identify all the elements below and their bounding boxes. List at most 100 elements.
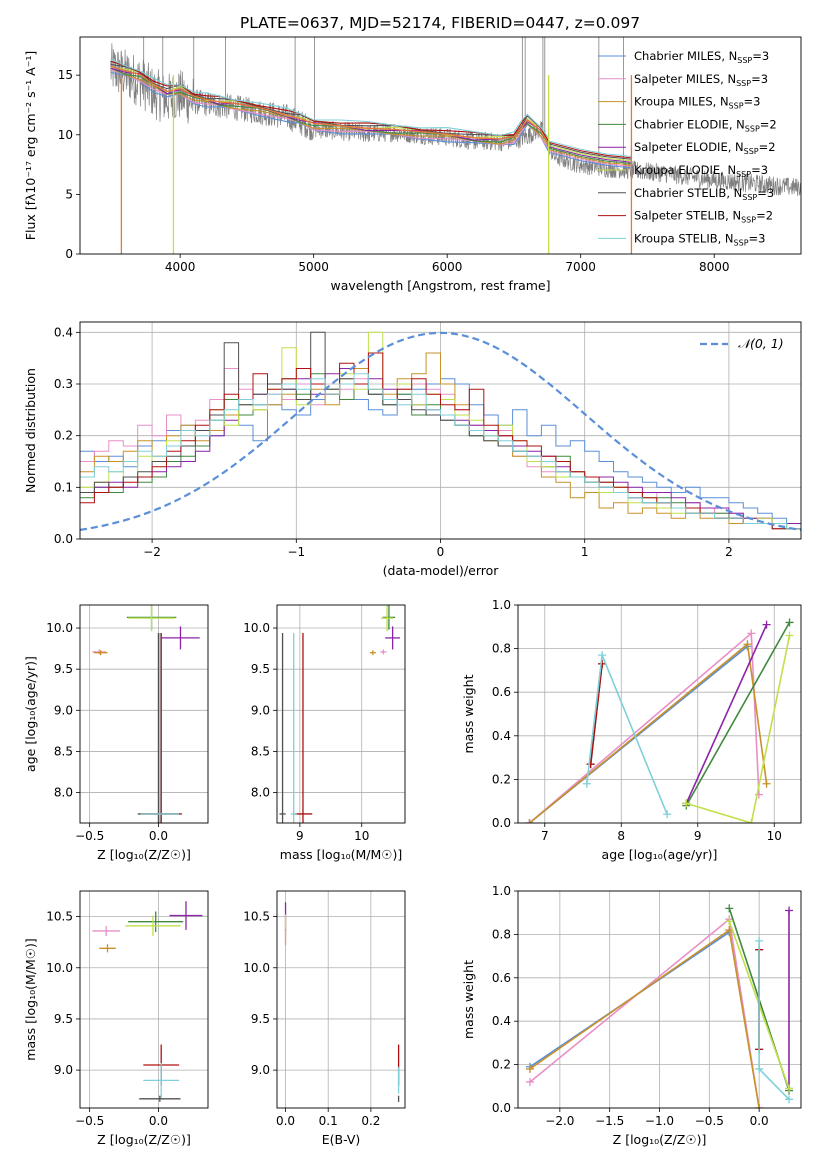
x-axis-label: (data-model)/error — [383, 563, 500, 578]
legend-label: Chabrier STELIB, NSSP=3 — [634, 186, 774, 202]
legend-label: Salpeter MILES, NSSP=3 — [634, 72, 768, 88]
x-tick-label: 0 — [437, 545, 445, 559]
weight-marker — [785, 618, 794, 627]
model-spectrum-best — [110, 65, 550, 145]
x-tick-label: 6000 — [432, 260, 463, 274]
y-tick-label: 1.0 — [492, 884, 511, 898]
weight-line — [586, 651, 668, 815]
weight-marker — [785, 906, 794, 915]
histogram-series — [80, 352, 801, 530]
weight-marker — [785, 1084, 794, 1093]
weight-vs-age-panel: 7 8 9 10 0.0 0.2 0.4 0.6 0.8 1.0 age [log₁₀(age/yr… — [461, 598, 802, 862]
y-tick-label: 10.0 — [243, 961, 270, 975]
weight-vs-Z-panel: −2.0 −1.5 −1.0 −0.5 0.0 0.0 0.2 0.4 0.6 0.8 1.0 Z [… — [461, 884, 802, 1147]
weight-marker — [762, 779, 771, 788]
x-axis-label: Z [log₁₀(Z/Z☉)] — [613, 1132, 707, 1147]
histogram-series — [80, 373, 801, 530]
weight-line — [529, 928, 760, 1108]
legend-label: Chabrier MILES, NSSP=3 — [634, 49, 769, 65]
y-tick-label: 10.0 — [243, 621, 270, 635]
axes-frame — [517, 890, 802, 1109]
axes-frame — [517, 604, 802, 824]
y-tick-label: 9.5 — [251, 1012, 270, 1026]
model-spectrum — [110, 67, 550, 145]
weight-marker — [586, 760, 595, 769]
y-tick-label: 10 — [58, 128, 73, 142]
x-tick-label: 2 — [725, 545, 733, 559]
x-tick-label: 8 — [617, 829, 625, 843]
axes-frame — [79, 890, 209, 1109]
weight-marker — [747, 819, 756, 823]
y-tick-label: 10.0 — [46, 621, 73, 635]
y-tick-label: 0.8 — [492, 642, 511, 656]
weight-marker — [755, 1064, 764, 1073]
spectrum-panel: 4000 5000 6000 7000 8000 0 5 10 15 wavelength [An… — [23, 36, 802, 293]
weight-marker — [525, 1077, 534, 1086]
weight-marker — [755, 936, 764, 945]
x-tick-label: −2.0 — [545, 1114, 574, 1128]
weight-line — [528, 642, 768, 823]
x-tick-label: 7000 — [565, 260, 596, 274]
model-spectrum-tail — [548, 143, 632, 160]
y-tick-label: 9.0 — [251, 703, 270, 717]
y-tick-label: 1.0 — [492, 598, 511, 612]
weight-marker — [762, 620, 771, 629]
model-spectrum-tail — [548, 141, 632, 159]
weight-line — [529, 917, 760, 1108]
model-spectrum-tail — [548, 151, 632, 169]
model-spectrum — [110, 69, 550, 150]
weight-marker — [747, 629, 756, 638]
y-tick-label: 15 — [58, 68, 73, 82]
model-spectrum-tail — [548, 146, 632, 163]
model-spectrum-tail — [548, 140, 632, 157]
age-vs-mass-panel: 9 10 8.0 8.5 9.0 9.5 10.0 mass [log₁₀(M/M☉)] — [243, 604, 406, 862]
axes-frame — [276, 890, 406, 1109]
spectrum-legend: Chabrier MILES, NSSP=3 Salpeter MILES, NS… — [598, 49, 777, 247]
age-vs-mass-plot-area — [279, 605, 401, 823]
y-tick-label: 0.0 — [492, 1101, 511, 1115]
y-tick-label: 8.5 — [251, 744, 270, 758]
y-tick-label: 9.5 — [54, 1012, 73, 1026]
x-tick-label: 0.1 — [319, 1114, 338, 1128]
weight-marker — [725, 917, 734, 926]
y-tick-label: 0.0 — [492, 816, 511, 830]
y-tick-label: 10.0 — [46, 961, 73, 975]
model-spectrum-tail — [548, 149, 632, 166]
legend-label: Salpeter ELODIE, NSSP=2 — [634, 140, 776, 156]
legend-label: Salpeter STELIB, NSSP=2 — [634, 209, 773, 225]
y-axis-label: mass weight — [461, 674, 476, 753]
histogram-series — [80, 352, 801, 530]
age-vs-Z-panel: −0.5 0.0 8.0 8.5 9.0 9.5 10.0 Z [log₁₀(Z/Z☉)] ag… — [23, 604, 209, 862]
model-spectrum — [110, 58, 550, 139]
y-axis-label: mass [log₁₀(M/M☉)] — [23, 938, 38, 1060]
residuals-panel: −2 −1 0 1 2 0.0 0.1 0.2 0.3 0.4 (data-model)/error… — [23, 321, 802, 578]
weight-marker — [663, 810, 672, 819]
spectrum-plot-area — [110, 37, 801, 254]
model-spectrum-tail — [548, 144, 632, 162]
x-axis-label: Z [log₁₀(Z/Z☉)] — [97, 1132, 191, 1147]
y-tick-label: 8.0 — [54, 786, 73, 800]
y-tick-label: 9.0 — [54, 703, 73, 717]
y-tick-label: 0.2 — [492, 1058, 511, 1072]
x-tick-label: 0.2 — [361, 1114, 380, 1128]
x-tick-label: 5000 — [298, 260, 329, 274]
legend-label: Kroupa MILES, NSSP=3 — [634, 95, 760, 111]
y-tick-label: 9.0 — [251, 1063, 270, 1077]
legend-label: Kroupa STELIB, NSSP=3 — [634, 231, 765, 247]
y-tick-label: 0.6 — [492, 971, 511, 985]
weight-marker — [785, 1095, 794, 1104]
y-tick-label: 8.5 — [54, 744, 73, 758]
y-tick-label: 0.2 — [54, 429, 73, 443]
x-tick-label: 8000 — [699, 260, 730, 274]
x-axis-label: age [log₁₀(age/yr)] — [602, 847, 718, 862]
y-tick-label: 0.2 — [492, 772, 511, 786]
mass-vs-EBV-panel: 0.0 0.1 0.2 9.0 9.5 10.0 10.5 E(B-V) — [243, 890, 406, 1147]
x-axis-label: E(B-V) — [322, 1132, 361, 1147]
y-tick-label: 9.5 — [251, 662, 270, 676]
weight-marker — [682, 799, 691, 808]
x-axis-label: mass [log₁₀(M/M☉)] — [280, 847, 402, 862]
mass-vs-EBV-plot-area — [284, 902, 400, 1102]
x-tick-label: −0.5 — [75, 1114, 104, 1128]
